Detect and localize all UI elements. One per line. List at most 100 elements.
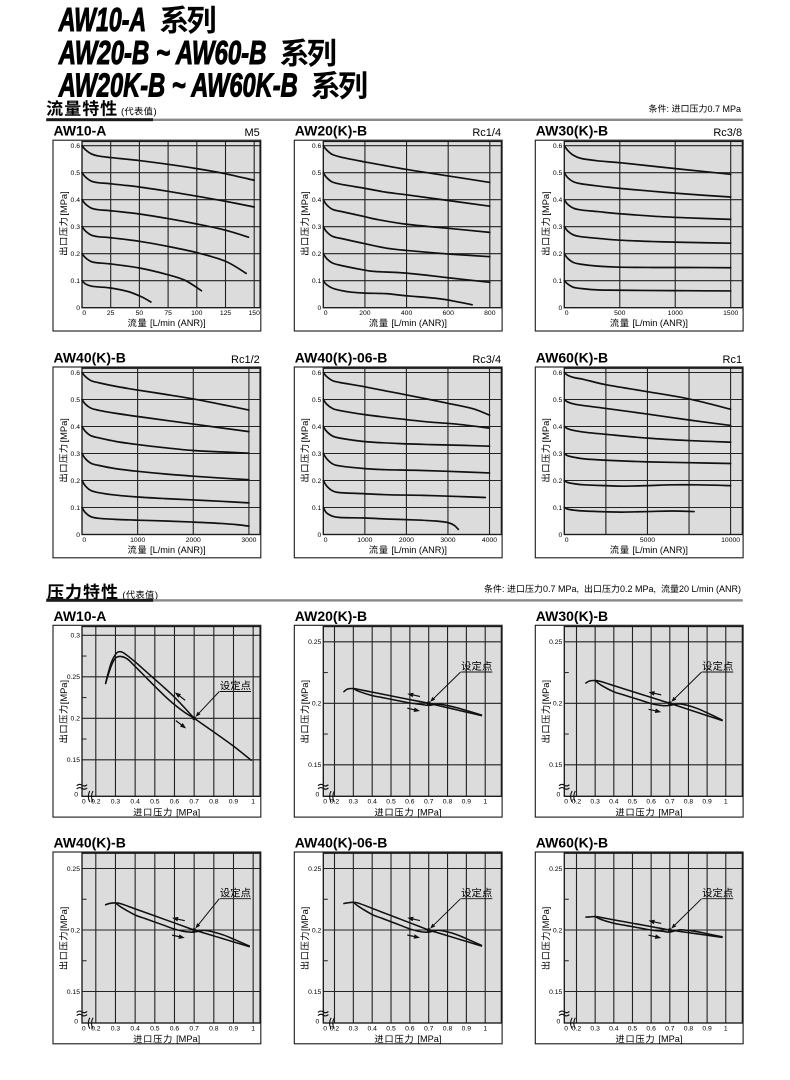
- svg-text:Rc3/4: Rc3/4: [472, 354, 501, 366]
- svg-text:[MPa]: [MPa]: [59, 680, 69, 704]
- svg-text:1000: 1000: [357, 537, 372, 544]
- svg-text:AW40(K)-B: AW40(K)-B: [54, 835, 126, 851]
- svg-text:[MPa]: [MPa]: [176, 808, 200, 818]
- svg-text:1: 1: [483, 1025, 487, 1032]
- svg-text::: :: [502, 584, 505, 594]
- svg-text:0.5: 0.5: [628, 1025, 638, 1032]
- svg-text:[L/min (ANR)]: [L/min (ANR)]: [150, 318, 206, 328]
- svg-text:0.15: 0.15: [549, 762, 562, 769]
- svg-text:AW10-A: AW10-A: [54, 608, 107, 624]
- svg-text:0.4: 0.4: [367, 799, 377, 806]
- svg-text:0: 0: [82, 799, 86, 806]
- svg-text:3000: 3000: [440, 537, 455, 544]
- svg-text:0.15: 0.15: [67, 757, 80, 764]
- svg-text:0: 0: [324, 537, 328, 544]
- svg-text:[L/min (ANR)]: [L/min (ANR)]: [150, 545, 206, 555]
- svg-text:Rc1/2: Rc1/2: [231, 354, 260, 366]
- svg-text:1: 1: [483, 799, 487, 806]
- svg-text:AW20(K)-B: AW20(K)-B: [295, 123, 367, 139]
- svg-text:0.2 MPa,: 0.2 MPa,: [620, 584, 656, 594]
- svg-text:0.6: 0.6: [71, 370, 81, 377]
- svg-text:AW40(K)-06-B: AW40(K)-06-B: [295, 835, 388, 851]
- svg-text:0.2: 0.2: [91, 799, 101, 806]
- svg-text:0.6: 0.6: [312, 143, 322, 150]
- svg-text:AW10-A: AW10-A: [54, 123, 107, 139]
- svg-text:0.6: 0.6: [170, 799, 180, 806]
- svg-text:[MPa]: [MPa]: [417, 1034, 441, 1044]
- svg-text:Rc1/4: Rc1/4: [472, 127, 501, 139]
- svg-text:0.1: 0.1: [71, 505, 81, 512]
- svg-text:0.4: 0.4: [609, 1025, 619, 1032]
- svg-text::: :: [666, 104, 669, 114]
- svg-text:0.3: 0.3: [111, 799, 121, 806]
- svg-text:0.2: 0.2: [312, 701, 322, 708]
- svg-text:0.2: 0.2: [330, 799, 340, 806]
- svg-text:25: 25: [107, 310, 115, 317]
- svg-text:0.7: 0.7: [665, 799, 675, 806]
- svg-text:0.6: 0.6: [553, 370, 563, 377]
- svg-text:0.8: 0.8: [443, 799, 453, 806]
- svg-text:0.2: 0.2: [71, 716, 81, 723]
- svg-text:1: 1: [724, 799, 728, 806]
- svg-text:0: 0: [82, 1025, 86, 1032]
- svg-text:[L/min (ANR)]: [L/min (ANR)]: [391, 318, 447, 328]
- svg-text:0: 0: [564, 799, 568, 806]
- svg-text:AW30(K)-B: AW30(K)-B: [536, 123, 608, 139]
- svg-text:[MPa]: [MPa]: [541, 680, 551, 704]
- svg-text:0.9: 0.9: [229, 799, 239, 806]
- svg-text:[MPa]: [MPa]: [300, 418, 310, 442]
- svg-text:0.3: 0.3: [349, 1025, 359, 1032]
- svg-text:AW20K-B ~ AW60K-B: AW20K-B ~ AW60K-B: [58, 67, 298, 104]
- svg-text:0.2: 0.2: [71, 251, 81, 258]
- svg-text:0.7: 0.7: [189, 799, 199, 806]
- svg-text:0: 0: [565, 537, 569, 544]
- svg-text:[MPa]: [MPa]: [300, 907, 310, 931]
- svg-text:Rc3/8: Rc3/8: [713, 127, 742, 139]
- svg-text:0: 0: [76, 305, 80, 312]
- svg-text:0.15: 0.15: [308, 989, 321, 996]
- svg-text:[L/min (ANR)]: [L/min (ANR)]: [632, 545, 688, 555]
- svg-text:0.7: 0.7: [189, 1025, 199, 1032]
- svg-text:0.5: 0.5: [71, 170, 81, 177]
- svg-text:50: 50: [136, 310, 144, 317]
- svg-text:0.5: 0.5: [553, 397, 563, 404]
- svg-text:0: 0: [324, 310, 328, 317]
- svg-text:0.6: 0.6: [170, 1025, 180, 1032]
- svg-text:[MPa]: [MPa]: [59, 418, 69, 442]
- svg-text:0.9: 0.9: [462, 1025, 472, 1032]
- svg-text:[MPa]: [MPa]: [541, 191, 551, 215]
- svg-text:0.5: 0.5: [150, 1025, 160, 1032]
- svg-text:0.4: 0.4: [367, 1025, 377, 1032]
- svg-text:200: 200: [359, 310, 371, 317]
- svg-text:(: (: [121, 107, 125, 118]
- svg-text:0.2: 0.2: [572, 799, 582, 806]
- svg-text:0.15: 0.15: [549, 989, 562, 996]
- svg-text:0.3: 0.3: [312, 224, 322, 231]
- svg-text:0.4: 0.4: [553, 197, 563, 204]
- svg-text:[MPa]: [MPa]: [658, 1034, 682, 1044]
- svg-text:0: 0: [565, 310, 569, 317]
- svg-text:100: 100: [191, 310, 203, 317]
- svg-text:0: 0: [316, 792, 320, 799]
- svg-text:M5: M5: [245, 127, 260, 139]
- svg-text:150: 150: [249, 310, 261, 317]
- svg-text:AW60(K)-B: AW60(K)-B: [536, 350, 608, 366]
- svg-text:0.25: 0.25: [67, 866, 80, 873]
- svg-text:(: (: [122, 590, 126, 601]
- svg-text:0.5: 0.5: [386, 799, 396, 806]
- svg-text:0.6: 0.6: [71, 143, 81, 150]
- svg-text:500: 500: [614, 310, 626, 317]
- svg-text:75: 75: [164, 310, 172, 317]
- svg-text:0: 0: [74, 792, 78, 799]
- svg-text:0: 0: [76, 532, 80, 539]
- svg-text:0.9: 0.9: [462, 799, 472, 806]
- svg-text:0.2: 0.2: [312, 251, 322, 258]
- svg-text:[MPa]: [MPa]: [176, 1034, 200, 1044]
- svg-text:1: 1: [251, 799, 255, 806]
- svg-text:125: 125: [220, 310, 232, 317]
- svg-text:0.8: 0.8: [684, 1025, 694, 1032]
- svg-text:[MPa]: [MPa]: [658, 808, 682, 818]
- svg-text:0.2: 0.2: [312, 478, 322, 485]
- svg-text:0.2: 0.2: [312, 927, 322, 934]
- svg-text:0.1: 0.1: [71, 278, 81, 285]
